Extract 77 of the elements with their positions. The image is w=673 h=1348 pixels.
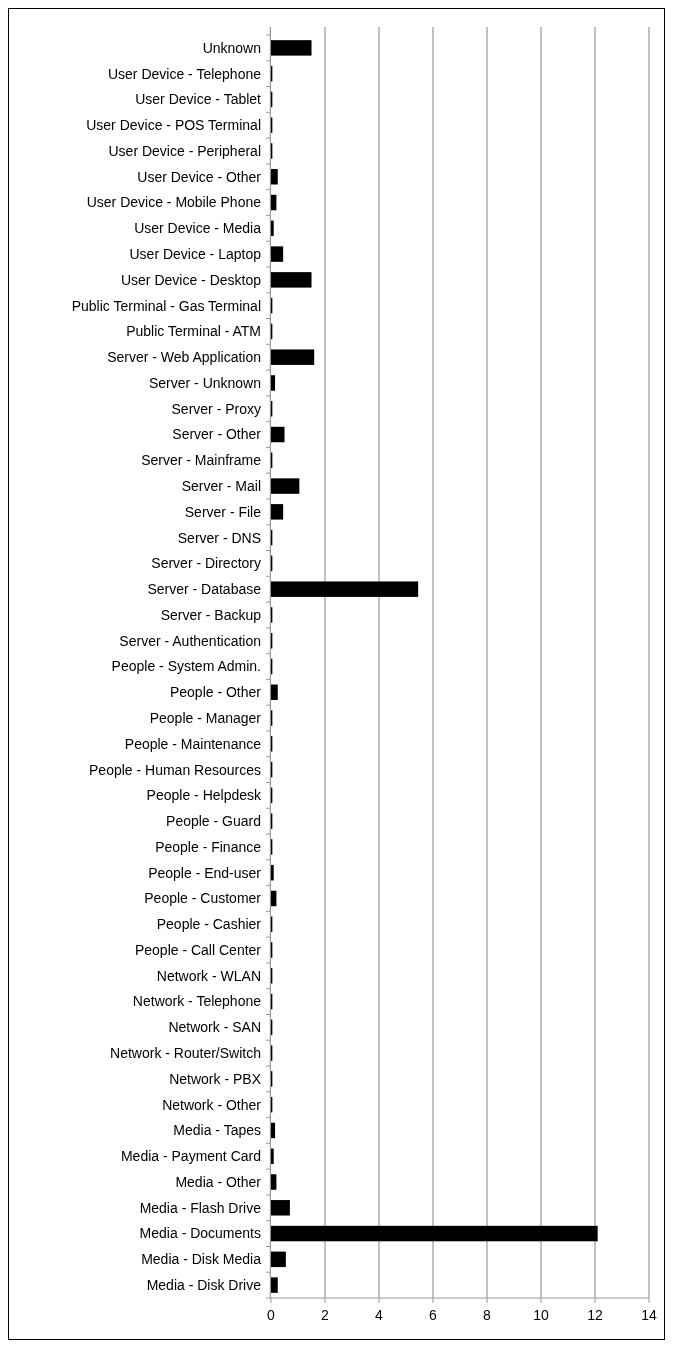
y-tick-label: Public Terminal - ATM bbox=[126, 323, 261, 340]
y-tick-label: Network - Router/Switch bbox=[110, 1045, 261, 1062]
x-tick-label: 4 bbox=[375, 1307, 384, 1323]
x-tick-label: 8 bbox=[483, 1307, 492, 1323]
bar bbox=[271, 220, 274, 237]
y-tick-label: User Device - Mobile Phone bbox=[86, 194, 262, 211]
y-tick-label: User Device - Laptop bbox=[129, 245, 262, 262]
y-tick-label: People - Finance bbox=[155, 838, 262, 855]
bar bbox=[271, 246, 284, 262]
bar bbox=[271, 864, 274, 881]
y-tick-label: People - Manager bbox=[149, 709, 262, 726]
x-tick-label: 14 bbox=[641, 1307, 657, 1323]
y-tick-label: People - System Admin. bbox=[111, 658, 261, 675]
bar bbox=[271, 1174, 277, 1190]
y-tick-label: People - Guard bbox=[166, 813, 261, 830]
y-tick-label: Unknown bbox=[202, 39, 261, 56]
y-tick-label: Media - Documents bbox=[139, 1225, 261, 1242]
y-tick-label: People - Helpdesk bbox=[146, 787, 262, 804]
y-tick-label: Network - Other bbox=[162, 1096, 262, 1113]
y-tick-label: User Device - Desktop bbox=[120, 271, 262, 288]
bar bbox=[271, 1225, 598, 1242]
y-tick-label: Network - WLAN bbox=[156, 967, 261, 984]
y-tick-label: Network - SAN bbox=[168, 1019, 261, 1036]
y-tick-label: People - Maintenance bbox=[124, 735, 262, 752]
y-tick-label: Media - Other bbox=[175, 1173, 262, 1190]
y-tick-label: Server - Other bbox=[172, 426, 262, 443]
y-tick-label: Server - Database bbox=[147, 581, 262, 598]
y-tick-label: User Device - POS Terminal bbox=[86, 117, 261, 134]
bar bbox=[271, 1251, 286, 1268]
bar bbox=[271, 1200, 290, 1216]
y-tick-label: Server - Proxy bbox=[171, 400, 261, 417]
bar bbox=[271, 375, 276, 391]
bar bbox=[271, 581, 419, 597]
bar bbox=[271, 272, 312, 288]
y-tick-label: User Device - Other bbox=[137, 168, 262, 185]
y-tick-label: Server - Web Application bbox=[107, 349, 261, 366]
y-tick-label: Server - Directory bbox=[151, 555, 261, 572]
bar bbox=[271, 169, 278, 185]
x-tick-label: 12 bbox=[587, 1307, 603, 1323]
y-tick-label: People - Customer bbox=[144, 890, 262, 907]
y-tick-label: Server - Unknown bbox=[148, 374, 261, 391]
y-tick-label: People - Human Resources bbox=[89, 761, 261, 778]
y-tick-label: Server - Mainframe bbox=[141, 452, 262, 469]
x-tick-label: 0 bbox=[267, 1307, 276, 1323]
bar bbox=[271, 478, 300, 494]
y-tick-label: People - Other bbox=[169, 684, 262, 701]
y-tick-label: Server - Backup bbox=[160, 606, 262, 623]
y-tick-label: User Device - Media bbox=[134, 220, 262, 237]
y-tick-label: Network - PBX bbox=[169, 1070, 262, 1087]
y-tick-label: Media - Tapes bbox=[173, 1122, 261, 1139]
y-tick-label: Media - Disk Drive bbox=[146, 1277, 262, 1294]
y-tick-label: Media - Disk Media bbox=[141, 1251, 262, 1268]
y-tick-label: User Device - Peripheral bbox=[108, 142, 261, 159]
y-tick-label: Server - Authentication bbox=[119, 632, 261, 649]
y-tick-label: People - Cashier bbox=[156, 916, 262, 933]
y-tick-label: Server - File bbox=[184, 503, 262, 520]
y-tick-label: Network - Telephone bbox=[132, 993, 262, 1010]
bar bbox=[271, 349, 315, 365]
x-tick-label: 6 bbox=[429, 1307, 438, 1323]
y-tick-label: Media - Payment Card bbox=[120, 1148, 261, 1165]
y-tick-label: Media - Flash Drive bbox=[139, 1199, 262, 1216]
bar bbox=[271, 1277, 278, 1293]
bar bbox=[271, 1148, 274, 1164]
x-tick-label: 10 bbox=[533, 1307, 549, 1323]
bar bbox=[271, 684, 278, 701]
x-tick-label: 2 bbox=[321, 1307, 330, 1323]
y-tick-label: People - End-user bbox=[148, 864, 262, 881]
bar bbox=[271, 426, 285, 443]
y-tick-label: Server - Mail bbox=[181, 477, 261, 494]
y-tick-label: Server - DNS bbox=[177, 529, 261, 546]
bar bbox=[271, 1122, 276, 1139]
y-tick-label: People - Call Center bbox=[134, 941, 262, 958]
bar bbox=[271, 40, 312, 56]
bar bbox=[271, 504, 284, 520]
y-tick-label: User Device - Tablet bbox=[135, 91, 262, 108]
y-tick-label: User Device - Telephone bbox=[107, 65, 262, 82]
y-tick-label: Public Terminal - Gas Terminal bbox=[71, 297, 261, 314]
